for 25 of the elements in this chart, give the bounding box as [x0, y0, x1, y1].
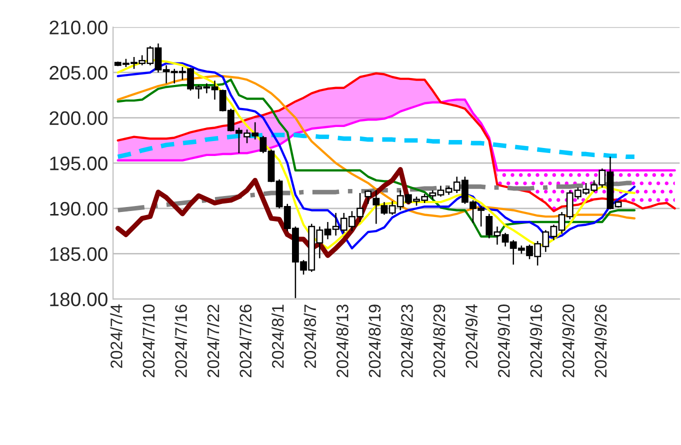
y-tick-label: 185.00 [50, 247, 108, 261]
y-tick-label: 180.00 [50, 292, 108, 306]
x-tick-label: 2024/9/16 [530, 304, 542, 378]
x-tick-label: 2024/8/7 [304, 304, 316, 368]
x-tick-label: 2024/7/16 [174, 304, 187, 378]
x-tick-label: 2024/7/10 [142, 304, 155, 378]
y-tick-label: 195.00 [50, 156, 108, 170]
x-tick-label: 2024/7/22 [206, 304, 220, 378]
x-tick-label: 2024/7/4 [110, 304, 122, 368]
x-tick-label: 2024/9/20 [562, 304, 574, 378]
x-tick-label: 2024/9/10 [498, 304, 510, 378]
x-tick-label: 2024/8/19 [368, 304, 381, 378]
x-tick-label: 2024/8/1 [272, 304, 284, 368]
x-tick-label: 2024/8/23 [400, 304, 413, 378]
x-tick-label: 2024/7/26 [239, 304, 252, 378]
y-tick-label: 190.00 [50, 202, 108, 216]
x-tick-label: 2024/8/13 [336, 304, 348, 378]
x-tick-label: 2024/8/29 [432, 304, 446, 378]
line-series [115, 167, 411, 258]
y-tick-label: 205.00 [50, 66, 108, 80]
x-tick-label: 2024/9/4 [465, 304, 478, 368]
candlestick [364, 190, 372, 204]
y-tick-label: 210.00 [50, 20, 108, 34]
x-tick-label: 2024/9/26 [594, 304, 607, 378]
y-tick-label: 200.00 [50, 111, 108, 126]
